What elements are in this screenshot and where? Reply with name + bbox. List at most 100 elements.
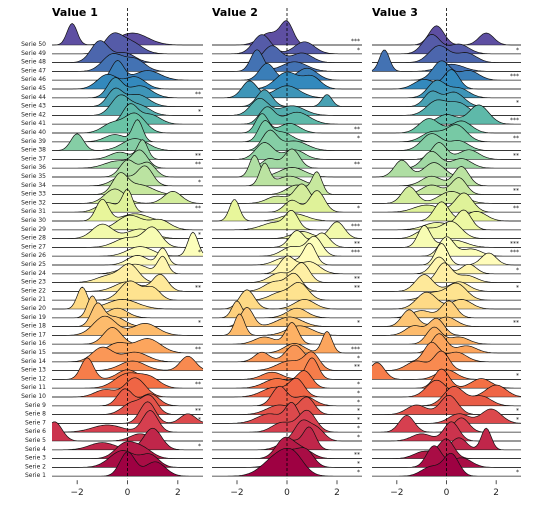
significance-marker: * xyxy=(357,390,360,397)
ridge-serie-21 xyxy=(372,283,521,301)
significance-marker: * xyxy=(357,408,360,415)
significance-marker: *** xyxy=(510,117,519,124)
x-tick-label: 0 xyxy=(444,488,450,498)
x-tick-label: 2 xyxy=(175,488,181,498)
significance-marker: * xyxy=(357,320,360,327)
series-label: Serie 13 xyxy=(21,367,46,374)
series-label: Serie 50 xyxy=(21,41,46,48)
panels: Value 1***********************−2 0 2Value … xyxy=(51,6,522,498)
series-label: Serie 40 xyxy=(21,129,46,136)
significance-marker: * xyxy=(516,100,519,107)
ridge-serie-21 xyxy=(212,282,362,301)
significance-marker: ** xyxy=(195,205,201,212)
significance-marker: ** xyxy=(354,161,360,168)
significance-marker: ** xyxy=(195,284,201,291)
ridge-serie-6 xyxy=(212,410,362,433)
series-label: Serie 15 xyxy=(21,349,46,356)
ridge-serie-10 xyxy=(212,378,362,397)
ridge-serie-10 xyxy=(52,377,203,397)
ridge-serie-38 xyxy=(212,130,362,151)
significance-marker: ** xyxy=(354,284,360,291)
ridge-serie-31 xyxy=(212,190,362,213)
series-label: Serie 24 xyxy=(21,270,46,277)
series-label: Serie 20 xyxy=(21,305,46,312)
ridge-serie-38 xyxy=(52,133,203,151)
significance-marker: * xyxy=(198,249,201,256)
significance-marker: * xyxy=(516,47,519,54)
panel-3: Value 3******************************−2 0… xyxy=(371,6,522,498)
series-label: Serie 48 xyxy=(21,59,46,66)
significance-marker: ** xyxy=(354,276,360,283)
ridge-serie-18 xyxy=(52,302,203,327)
series-label: Serie 22 xyxy=(21,287,46,294)
x-tick-label: 0 xyxy=(125,488,131,498)
significance-marker: ** xyxy=(195,152,201,159)
series-label: Serie 43 xyxy=(21,103,46,110)
ridge-serie-39 xyxy=(52,119,203,142)
significance-marker: ** xyxy=(354,240,360,247)
ridge-serie-42 xyxy=(212,98,362,116)
series-label: Serie 8 xyxy=(25,411,46,418)
ridge-serie-43 xyxy=(212,89,362,107)
significance-marker: *** xyxy=(351,223,360,230)
series-label: Serie 10 xyxy=(21,393,46,400)
series-label: Serie 35 xyxy=(21,173,46,180)
significance-marker: ** xyxy=(513,320,519,327)
significance-marker: * xyxy=(516,408,519,415)
series-label: Serie 38 xyxy=(21,147,46,154)
ridge-serie-19 xyxy=(52,295,203,318)
series-label: Serie 36 xyxy=(21,164,46,171)
ridge-serie-26 xyxy=(52,232,203,257)
ridge-serie-27 xyxy=(52,226,203,248)
x-tick-label: −2 xyxy=(71,488,84,498)
ridge-serie-34 xyxy=(372,166,521,186)
series-label: Serie 11 xyxy=(21,384,46,391)
significance-marker: *** xyxy=(351,346,360,353)
ridge-serie-26 xyxy=(372,236,521,257)
series-label: Serie 45 xyxy=(21,85,46,92)
significance-marker: * xyxy=(198,320,201,327)
significance-marker: ** xyxy=(195,408,201,415)
ridge-serie-50 xyxy=(372,25,521,45)
significance-marker: ** xyxy=(195,346,201,353)
ridge-serie-29 xyxy=(52,215,203,230)
significance-marker: * xyxy=(357,135,360,142)
ridge-serie-4 xyxy=(52,428,203,450)
significance-marker: * xyxy=(198,232,201,239)
significance-marker: * xyxy=(198,108,201,115)
ridge-serie-17 xyxy=(52,316,203,336)
ridge-serie-32 xyxy=(52,189,203,204)
series-label: Serie 25 xyxy=(21,261,46,268)
panel-1: Value 1***********************−2 0 2 xyxy=(51,6,204,498)
series-label: Serie 5 xyxy=(25,437,46,444)
significance-marker: * xyxy=(198,179,201,186)
significance-marker: * xyxy=(198,416,201,423)
panel-title: Value 2 xyxy=(212,6,258,19)
significance-marker: *** xyxy=(510,73,519,80)
ridge-serie-3 xyxy=(212,437,362,459)
x-tick-label: −2 xyxy=(390,488,403,498)
ridge-serie-28 xyxy=(52,224,203,239)
ridge-serie-23 xyxy=(372,262,521,283)
significance-marker: *** xyxy=(351,38,360,45)
significance-marker: ** xyxy=(513,188,519,195)
ridge-serie-46 xyxy=(52,60,203,81)
series-label: Serie 26 xyxy=(21,252,46,259)
significance-marker: * xyxy=(516,372,519,379)
ridge-serie-5 xyxy=(372,421,521,441)
series-label: Serie 28 xyxy=(21,235,46,242)
significance-marker: *** xyxy=(351,249,360,256)
ridge-serie-45 xyxy=(52,74,203,89)
significance-marker: * xyxy=(357,355,360,362)
significance-marker: ** xyxy=(195,381,201,388)
series-label: Serie 39 xyxy=(21,138,46,145)
ridge-serie-44 xyxy=(52,77,203,98)
ridge-serie-33 xyxy=(372,177,521,195)
series-label: Serie 32 xyxy=(21,199,46,206)
ridge-serie-49 xyxy=(212,34,362,54)
significance-marker: * xyxy=(357,399,360,406)
series-label: Serie 19 xyxy=(21,314,46,321)
significance-marker: * xyxy=(357,434,360,441)
ridge-serie-6 xyxy=(372,415,521,433)
series-label: Serie 37 xyxy=(21,155,46,162)
